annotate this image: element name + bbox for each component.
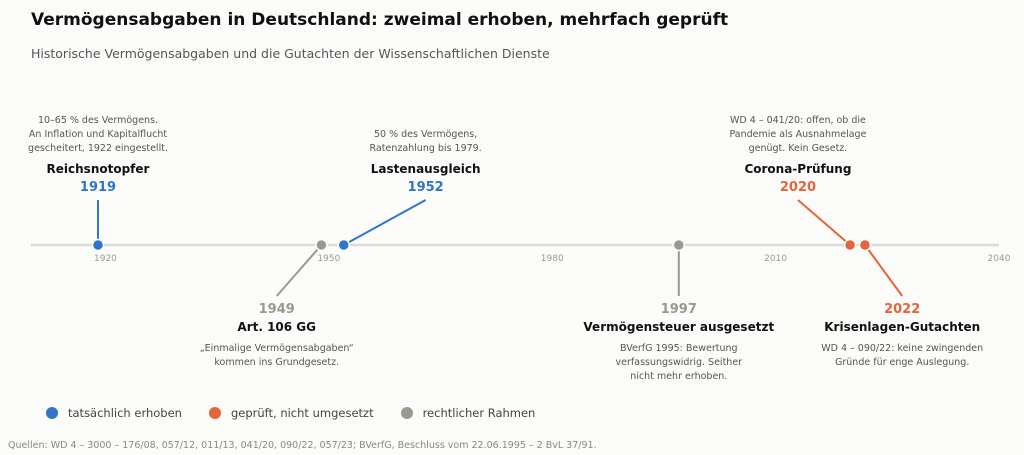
legend-label-geprueft: geprüft, nicht umgesetzt: [230, 406, 374, 420]
event-2022-year: 2022: [884, 302, 920, 317]
event-2022-connector: [864, 244, 904, 297]
event-2020-point: [843, 238, 857, 252]
event-2022-desc-line: Gründe für enge Auslegung.: [835, 357, 969, 368]
event-2020-name: Corona-Prüfung: [744, 162, 851, 176]
event-1952-point: [337, 238, 350, 252]
event-1949-name: Art. 106 GG: [237, 320, 316, 334]
event-1949-desc-line: kommen ins Grundgesetz.: [214, 357, 339, 368]
event-1997-desc-line: BVerfG 1995: Bewertung: [620, 343, 738, 354]
legend-dot-erhoben-icon: [46, 407, 58, 419]
event-1919-desc-line: 10–65 % des Vermögens.: [38, 115, 158, 126]
legend-item-rahmen: rechtlicher Rahmen: [400, 406, 536, 420]
event-1997-desc-line: verfassungswidrig. Seither: [616, 357, 743, 368]
legend-dot-rahmen-icon: [400, 407, 413, 419]
tick-label-2010: 2010: [764, 254, 787, 264]
source-note: Quellen: WD 4 – 3000 – 176/08, 057/12, 0…: [8, 440, 597, 451]
event-2020-connector: [797, 199, 851, 246]
legend-item-geprueft: geprüft, nicht umgesetzt: [208, 406, 374, 420]
event-2020-desc-line: WD 4 – 041/20: offen, ob die: [730, 115, 866, 126]
event-1919-desc-line: An Inflation und Kapitalflucht: [29, 129, 167, 140]
legend-item-erhoben: tatsächlich erhoben: [46, 406, 182, 420]
chart-subtitle: Historische Vermögensabgaben und die Gut…: [31, 46, 550, 61]
tick-label-1920: 1920: [94, 254, 117, 264]
tick-label-1980: 1980: [541, 254, 564, 264]
event-1997-desc-line: nicht mehr erhoben.: [630, 371, 727, 382]
timeline-chart: 1920 1950 1980 2010 2040 1919 Reichsnotopfer 10…: [28, 115, 1011, 382]
event-1997-point: [672, 238, 686, 252]
event-1952-connector: [343, 199, 427, 246]
event-2022-desc-line: WD 4 – 090/22: keine zwingenden: [821, 343, 983, 354]
event-1952-desc-line: Ratenzahlung bis 1979.: [370, 143, 482, 154]
event-1919-desc-line: gescheitert, 1922 eingestellt.: [28, 143, 168, 154]
tick-label-2040: 2040: [988, 254, 1011, 264]
legend-label-rahmen: rechtlicher Rahmen: [422, 406, 536, 420]
event-2020-year: 2020: [780, 180, 816, 195]
event-1919-name: Reichsnotopfer: [47, 162, 150, 176]
event-2020-desc-line: Pandemie als Ausnahmelage: [729, 129, 866, 140]
event-2022-name: Krisenlagen-Gutachten: [824, 320, 980, 334]
event-1949-desc-line: „Einmalige Vermögensabgaben“: [200, 343, 354, 354]
event-1919-point: [91, 238, 105, 252]
event-2022-point: [858, 238, 872, 252]
legend: tatsächlich erhoben geprüft, nicht umges…: [46, 406, 562, 420]
event-1952-name: Lastenausgleich: [371, 162, 481, 176]
event-1949-year: 1949: [259, 302, 295, 317]
event-1952-year: 1952: [408, 180, 444, 195]
legend-dot-geprueft-icon: [208, 407, 221, 419]
event-1919-year: 1919: [80, 180, 116, 195]
event-1949-connector: [275, 244, 323, 297]
tick-label-1950: 1950: [317, 254, 340, 264]
event-1952-desc-line: 50 % des Vermögens,: [374, 129, 477, 140]
event-1997-name: Vermögensteuer ausgesetzt: [583, 320, 774, 334]
legend-label-erhoben: tatsächlich erhoben: [68, 406, 182, 420]
event-2020-desc-line: genügt. Kein Gesetz.: [749, 143, 848, 154]
event-1997-year: 1997: [661, 302, 697, 317]
event-1949-point: [315, 238, 328, 252]
chart-title: Vermögensabgaben in Deutschland: zweimal…: [31, 10, 729, 30]
